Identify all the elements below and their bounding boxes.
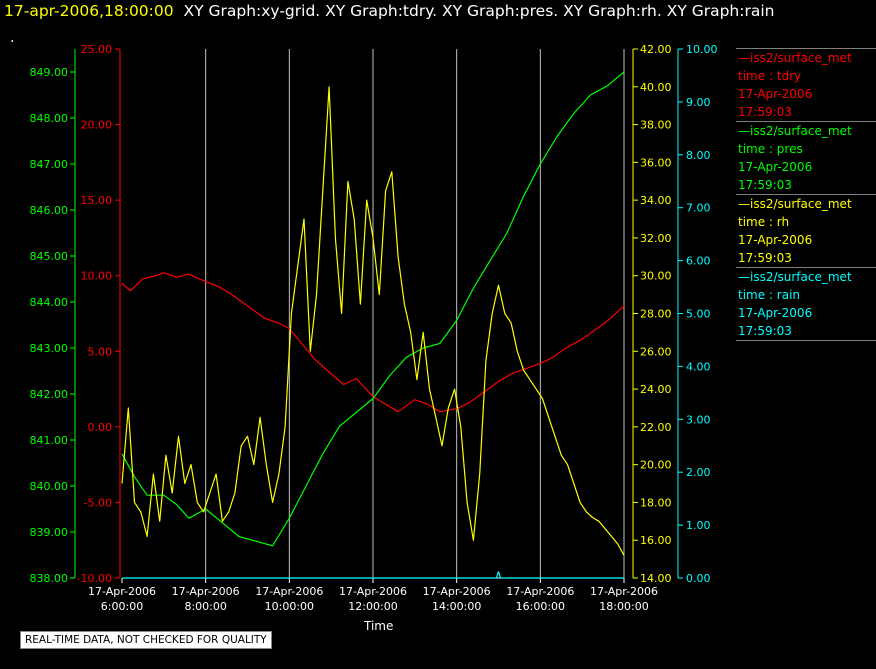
legend-date: 17-Apr-2006 <box>738 87 813 101</box>
pres-axis-tick-label: 846.00 <box>30 204 69 217</box>
rain-axis-tick-label: 3.00 <box>686 413 711 426</box>
legend-series-name: —iss2/surface_met <box>738 197 852 211</box>
rh-axis-tick-label: 34.00 <box>640 194 672 207</box>
x-tick-label-time: 12:00:00 <box>348 600 397 613</box>
x-tick-label-time: 6:00:00 <box>101 600 143 613</box>
tdry-axis-tick-label: 20.00 <box>81 119 113 132</box>
rain-axis-tick-label: 0.00 <box>686 572 711 585</box>
legend-variable: time : rh <box>738 215 790 229</box>
legend-variable: time : pres <box>738 142 803 156</box>
rh-axis-tick-label: 18.00 <box>640 496 672 509</box>
x-tick-label-time: 14:00:00 <box>432 600 481 613</box>
tdry-axis-tick-label: 10.00 <box>81 270 113 283</box>
rh-axis-tick-label: 42.00 <box>640 43 672 56</box>
rain-axis-tick-label: 8.00 <box>686 149 711 162</box>
legend-time: 17:59:03 <box>738 105 792 119</box>
tdry-axis-tick-label: 5.00 <box>88 345 113 358</box>
rain-axis-tick-label: 4.00 <box>686 360 711 373</box>
legend-time: 17:59:03 <box>738 324 792 338</box>
pres-axis-tick-label: 840.00 <box>30 480 69 493</box>
header-timestamp: 17-apr-2006,18:00:00 <box>4 2 174 20</box>
rain-axis-tick-label: 6.00 <box>686 255 711 268</box>
x-tick-label-time: 8:00:00 <box>184 600 226 613</box>
rain-axis-tick-label: 2.00 <box>686 466 711 479</box>
x-tick-label-date: 17-Apr-2006 <box>423 585 491 598</box>
pres-axis-tick-label: 839.00 <box>30 526 69 539</box>
x-tick-label-time: 18:00:00 <box>599 600 648 613</box>
pres-axis-tick-label: 842.00 <box>30 388 69 401</box>
pres-axis-tick-label: 848.00 <box>30 112 69 125</box>
rh-axis-tick-label: 30.00 <box>640 270 672 283</box>
x-tick-label-date: 17-Apr-2006 <box>590 585 658 598</box>
rh-axis-tick-label: 24.00 <box>640 383 672 396</box>
x-tick-label-date: 17-Apr-2006 <box>172 585 240 598</box>
x-tick-label-time: 10:00:00 <box>265 600 314 613</box>
tdry-axis-tick-label: -5.00 <box>84 496 112 509</box>
x-tick-label-date: 17-Apr-2006 <box>339 585 407 598</box>
x-axis-label: Time <box>364 619 394 633</box>
header-graph-titles: XY Graph:xy-grid. XY Graph:tdry. XY Grap… <box>183 2 775 20</box>
rh-axis-tick-label: 20.00 <box>640 459 672 472</box>
legend-date: 17-Apr-2006 <box>738 233 813 247</box>
legend-series-name: —iss2/surface_met <box>738 51 852 65</box>
rh-axis-tick-label: 36.00 <box>640 156 672 169</box>
header-bar: 17-apr-2006,18:00:00 XY Graph:xy-grid. X… <box>4 2 774 20</box>
legend-date: 17-Apr-2006 <box>738 306 813 320</box>
rh-axis-tick-label: 26.00 <box>640 345 672 358</box>
rain-axis-tick-label: 10.00 <box>686 43 718 56</box>
series-pres-line <box>121 71 625 547</box>
legend-series-name: —iss2/surface_met <box>738 124 852 138</box>
legend-variable: time : rain <box>738 288 801 302</box>
rh-axis-tick-label: 22.00 <box>640 421 672 434</box>
series-rain-line <box>122 571 624 579</box>
pres-axis-tick-label: 849.00 <box>30 66 69 79</box>
pres-axis-tick-label: 843.00 <box>30 342 69 355</box>
rh-axis-tick-label: 28.00 <box>640 308 672 321</box>
legend-series-name: —iss2/surface_met <box>738 270 852 284</box>
pres-axis-tick-label: 847.00 <box>30 158 69 171</box>
x-tick-label-date: 17-Apr-2006 <box>255 585 323 598</box>
pres-axis-tick-label: 841.00 <box>30 434 69 447</box>
series-rh-line <box>121 86 625 556</box>
legend: —iss2/surface_met time : tdry 17-Apr-2006 1… <box>736 48 876 341</box>
rain-axis-tick-label: 1.00 <box>686 519 711 532</box>
tdry-axis-tick-label: -10.00 <box>77 572 112 585</box>
x-tick-label-time: 16:00:00 <box>516 600 565 613</box>
rh-axis-tick-label: 38.00 <box>640 119 672 132</box>
pres-axis-tick-label: 845.00 <box>30 250 69 263</box>
rh-axis-tick-label: 32.00 <box>640 232 672 245</box>
tdry-axis-tick-label: 25.00 <box>81 43 113 56</box>
legend-time: 17:59:03 <box>738 178 792 192</box>
legend-time: 17:59:03 <box>738 251 792 265</box>
legend-date: 17-Apr-2006 <box>738 160 813 174</box>
rain-axis-tick-label: 5.00 <box>686 308 711 321</box>
rain-axis-tick-label: 9.00 <box>686 96 711 109</box>
rh-axis-tick-label: 14.00 <box>640 572 672 585</box>
rh-axis-tick-label: 16.00 <box>640 534 672 547</box>
tdry-axis-tick-label: 0.00 <box>88 421 113 434</box>
x-tick-label-date: 17-Apr-2006 <box>88 585 156 598</box>
rain-axis-tick-label: 7.00 <box>686 202 711 215</box>
pres-axis-tick-label: 844.00 <box>30 296 69 309</box>
series-tdry-line <box>121 272 625 413</box>
rh-axis-tick-label: 40.00 <box>640 81 672 94</box>
header-dot: . <box>10 30 15 46</box>
x-tick-label-date: 17-Apr-2006 <box>506 585 574 598</box>
quality-notice: REAL-TIME DATA, NOT CHECKED FOR QUALITY <box>20 631 272 649</box>
tdry-axis-tick-label: 15.00 <box>81 194 113 207</box>
pres-axis-tick-label: 838.00 <box>30 572 69 585</box>
legend-variable: time : tdry <box>738 69 802 83</box>
